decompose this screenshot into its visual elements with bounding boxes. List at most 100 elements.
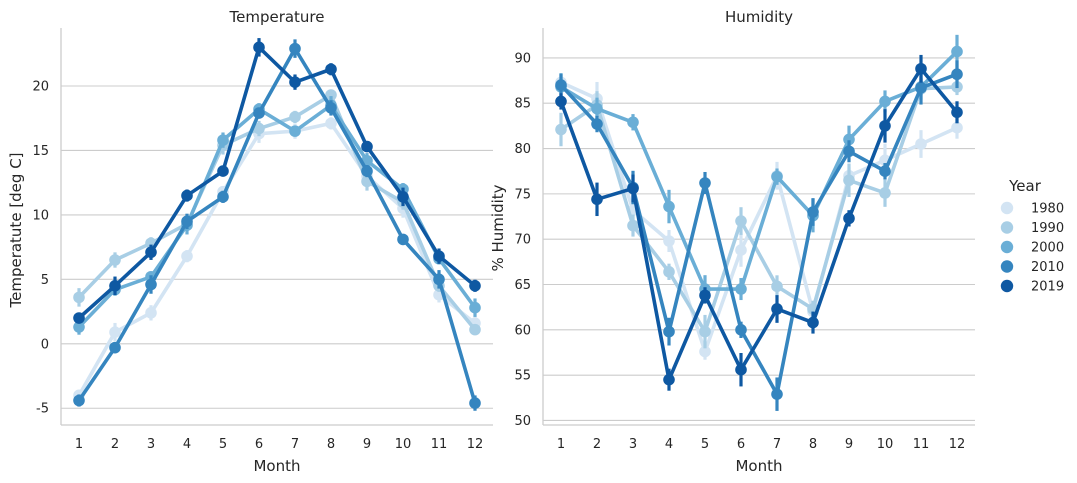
temperature-x-tick-label: 5 [219, 437, 227, 452]
legend: Year 1980 1990 2000 2010 2019 [1000, 177, 1064, 295]
temperature-data-point [109, 341, 121, 354]
humidity-data-point [591, 118, 603, 130]
humidity-x-tick-label: 12 [949, 437, 966, 452]
temperature-y-tick-label: 5 [41, 273, 49, 288]
humidity-y-tick-label: 70 [514, 233, 531, 248]
temperature-data-point [181, 189, 193, 202]
humidity-series-line-2019 [559, 66, 959, 382]
temperature-data-point [289, 111, 301, 123]
humidity-x-tick-label: 2 [593, 437, 601, 452]
temperature-x-tick-label: 1 [75, 437, 83, 452]
humidity-y-tick-label: 90 [514, 51, 531, 66]
temperature-series-2019 [73, 38, 481, 324]
temperature-series-2010 [73, 39, 481, 411]
temperature-data-point [433, 273, 445, 286]
humidity-data-point [663, 266, 675, 278]
temperature-series-line-2019 [77, 45, 477, 320]
temperature-data-point [145, 278, 157, 291]
humidity-data-point [735, 324, 747, 336]
humidity-x-tick-label: 6 [737, 437, 745, 452]
humidity-data-point [915, 62, 927, 75]
humidity-y-tick-label: 55 [514, 369, 531, 384]
humidity-data-point [879, 165, 891, 178]
humidity-x-tick-label: 10 [877, 437, 894, 452]
temperature-data-point [73, 291, 85, 304]
humidity-data-point [807, 206, 819, 218]
humidity-data-point [843, 145, 855, 158]
temperature-series-line-2010 [77, 46, 477, 405]
humidity-data-point [663, 235, 675, 247]
temperature-data-point [469, 397, 481, 409]
temperature-data-point [469, 279, 481, 292]
legend-title: Year [1008, 177, 1042, 195]
temperature-data-point [145, 307, 157, 319]
temperature-data-point [181, 215, 193, 228]
temperature-x-tick-label: 6 [255, 437, 263, 452]
humidity-data-point [555, 79, 567, 91]
humidity-y-axis-label: % Humidity [489, 184, 507, 271]
humidity-data-point [879, 187, 891, 199]
humidity-data-point [735, 283, 747, 295]
humidity-series-2010 [555, 60, 963, 411]
temperature-series-line-1980 [77, 121, 477, 398]
temperature-data-point [361, 165, 373, 177]
temperature-x-tick-label: 8 [327, 437, 335, 452]
humidity-data-point [843, 174, 855, 187]
temperature-data-point [361, 140, 373, 153]
temperature-data-point [217, 191, 229, 203]
humidity-title: Humidity [725, 8, 793, 26]
humidity-y-tick-label: 60 [514, 323, 531, 338]
humidity-x-tick-label: 9 [845, 437, 853, 452]
humidity-data-point [771, 388, 783, 400]
humidity-panel: Humidity Month % Humidity 50556065707580… [489, 8, 975, 475]
humidity-x-tick-label: 11 [913, 437, 930, 452]
temperature-x-tick-label: 3 [147, 437, 155, 452]
temperature-data-point [289, 76, 301, 88]
legend-label-2000: 2000 [1031, 241, 1064, 256]
temperature-x-axis-label: Month [253, 457, 300, 475]
temperature-data-point [73, 394, 85, 407]
humidity-data-point [663, 373, 675, 386]
temperature-series-line-1990 [77, 93, 477, 332]
temperature-gridlines [61, 85, 493, 409]
humidity-data-point [627, 182, 639, 195]
temperature-x-tick-label: 9 [363, 437, 371, 452]
temperature-data-point [253, 122, 265, 135]
humidity-data-point [591, 193, 603, 206]
humidity-y-tick-label: 75 [514, 187, 531, 202]
humidity-y-tick-label: 50 [514, 414, 531, 429]
humidity-data-point [879, 95, 891, 108]
temperature-data-point [325, 89, 337, 101]
humidity-data-point [915, 82, 927, 94]
humidity-data-point [915, 138, 927, 150]
humidity-data-point [555, 123, 567, 136]
humidity-series-line-1980 [559, 80, 959, 354]
legend-label-1980: 1980 [1031, 202, 1064, 217]
temperature-y-tick-label: 10 [32, 208, 49, 223]
humidity-data-point [807, 316, 819, 329]
temperature-x-tick-label: 7 [291, 437, 299, 452]
humidity-x-tick-label: 4 [665, 437, 673, 452]
temperature-y-tick-label: 15 [32, 144, 49, 159]
humidity-data-point [951, 106, 963, 119]
legend-marker-2000 [1000, 240, 1014, 254]
humidity-data-point [699, 325, 711, 338]
temperature-y-tick-label: -5 [36, 402, 49, 417]
humidity-x-tick-label: 5 [701, 437, 709, 452]
temperature-data-point [109, 326, 121, 338]
temperature-x-tick-label: 11 [431, 437, 448, 452]
humidity-data-point [951, 68, 963, 81]
humidity-data-point [627, 116, 639, 129]
humidity-data-point [663, 200, 675, 213]
temperature-data-point [469, 301, 481, 314]
temperature-data-point [73, 312, 85, 324]
temperature-x-tick-label: 2 [111, 437, 119, 452]
temperature-series-1990 [73, 89, 481, 336]
humidity-x-tick-label: 7 [773, 437, 781, 452]
temperature-data-point [289, 125, 301, 137]
humidity-data-point [735, 215, 747, 227]
humidity-data-point [771, 170, 783, 183]
temperature-data-point [325, 102, 337, 114]
temperature-y-axis-label: Temperatute [deg C] [7, 152, 25, 308]
temperature-data-point [253, 41, 265, 54]
